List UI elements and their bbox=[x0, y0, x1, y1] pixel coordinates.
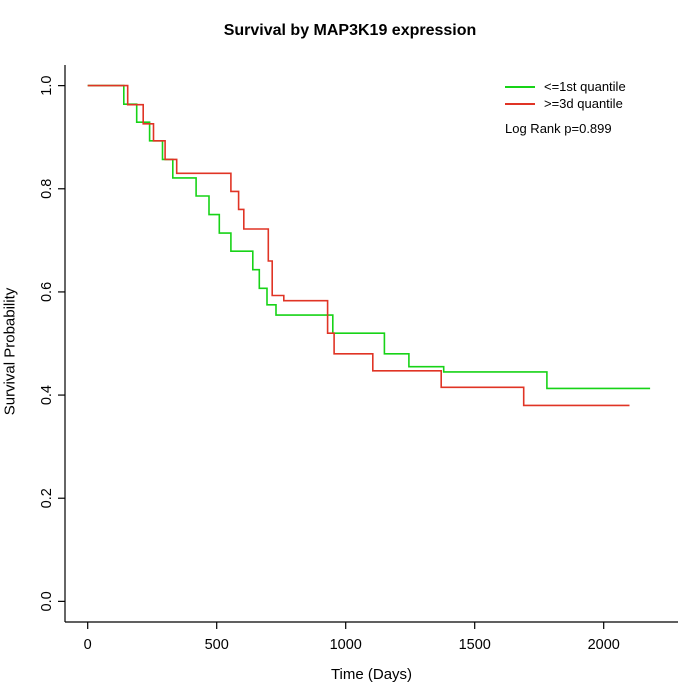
legend-label: >=3d quantile bbox=[544, 96, 623, 111]
svg-text:0: 0 bbox=[84, 637, 92, 653]
chart-title: Survival by MAP3K19 expression bbox=[223, 22, 477, 39]
svg-text:2000: 2000 bbox=[588, 637, 620, 653]
svg-text:0.2: 0.2 bbox=[39, 488, 55, 508]
legend: <=1st quantile >=3d quantile Log Rank p=… bbox=[505, 78, 626, 137]
svg-text:0.6: 0.6 bbox=[39, 282, 55, 302]
svg-text:0.8: 0.8 bbox=[39, 179, 55, 199]
legend-item: >=3d quantile bbox=[505, 95, 626, 112]
x-axis-label: Time (Days) bbox=[330, 666, 413, 683]
svg-text:1.0: 1.0 bbox=[39, 76, 55, 96]
svg-text:500: 500 bbox=[205, 637, 229, 653]
legend-line-green bbox=[505, 85, 535, 88]
svg-text:1500: 1500 bbox=[459, 637, 491, 653]
legend-item: <=1st quantile bbox=[505, 78, 626, 95]
log-rank-annotation: Log Rank p=0.899 bbox=[505, 121, 612, 136]
legend-label: <=1st quantile bbox=[544, 79, 626, 94]
svg-text:0.0: 0.0 bbox=[39, 591, 55, 611]
legend-line-red bbox=[505, 102, 535, 105]
svg-text:1000: 1000 bbox=[330, 637, 362, 653]
y-axis-label: Survival Probability bbox=[1, 287, 19, 416]
svg-text:0.4: 0.4 bbox=[39, 385, 55, 405]
